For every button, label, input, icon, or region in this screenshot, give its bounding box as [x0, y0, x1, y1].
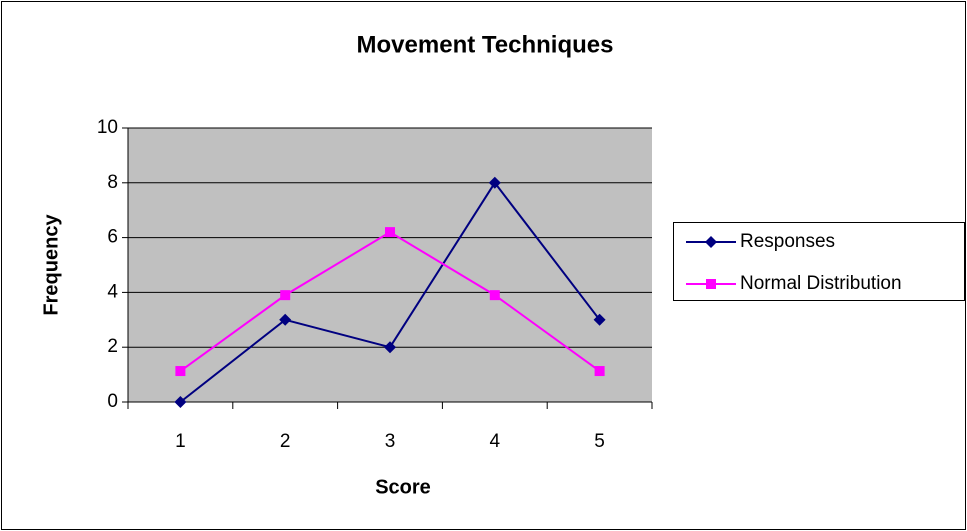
x-axis-title: Score — [375, 476, 431, 498]
legend — [673, 222, 965, 301]
x-tick-label: 3 — [385, 431, 396, 452]
y-axis-title: Frequency — [40, 214, 62, 316]
point-marker — [384, 341, 396, 354]
legend-label: Responses — [740, 231, 835, 252]
point-marker — [594, 366, 605, 377]
x-tick-label: 5 — [594, 431, 605, 452]
point-marker — [280, 290, 291, 301]
point-marker — [174, 396, 187, 408]
y-tick-label: 2 — [107, 336, 118, 357]
point-marker — [489, 290, 500, 301]
x-tick-label: 2 — [280, 431, 291, 452]
point-marker — [593, 313, 606, 326]
point-marker — [385, 227, 395, 238]
point-marker — [279, 313, 292, 326]
x-tick-label: 1 — [175, 431, 186, 452]
y-tick-label: 4 — [107, 281, 118, 302]
y-tick-label: 10 — [97, 117, 118, 138]
legend-label: Normal Distribution — [740, 273, 902, 294]
point-marker — [488, 176, 501, 189]
plot-area — [128, 128, 652, 402]
chart-title: Movement Techniques — [357, 31, 614, 58]
x-tick-label: 4 — [490, 431, 501, 452]
point-marker — [705, 236, 717, 248]
y-tick-label: 6 — [107, 227, 118, 248]
point-marker — [175, 366, 186, 377]
y-tick-label: 8 — [107, 172, 118, 193]
point-marker — [706, 279, 716, 289]
y-tick-label: 0 — [107, 391, 118, 412]
